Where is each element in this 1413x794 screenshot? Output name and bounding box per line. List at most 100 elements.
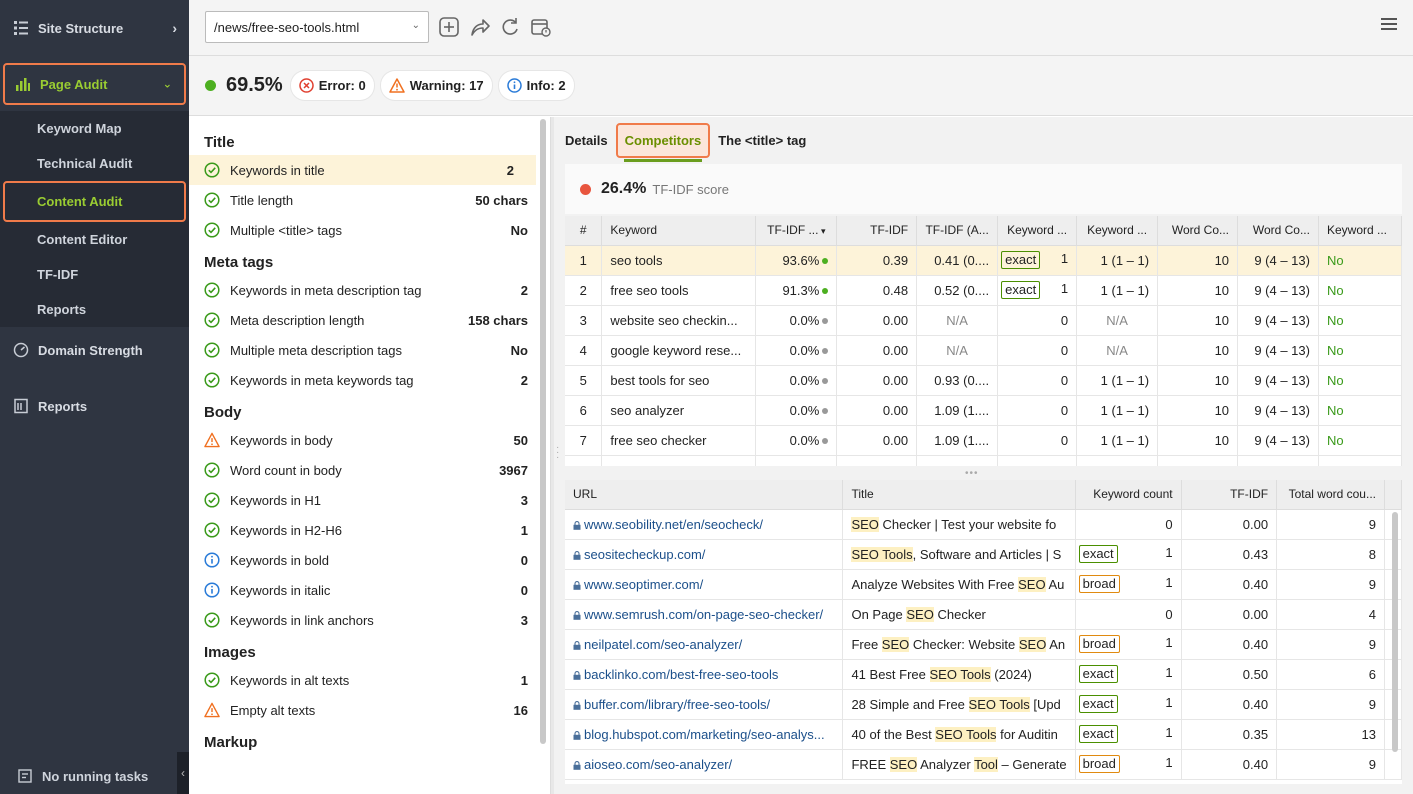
add-page-icon[interactable]	[438, 16, 460, 38]
audit-factor-row[interactable]: Keywords in body 50	[189, 425, 550, 455]
audit-factor-row[interactable]: Empty alt texts 16	[189, 695, 550, 725]
competitors-column-header[interactable]: TF-IDF	[1181, 480, 1278, 510]
sidebar-item-keyword-map[interactable]: Keyword Map	[0, 111, 189, 146]
audit-factor-row[interactable]: Meta description length 158 chars	[189, 305, 550, 335]
keywords-column-header[interactable]: Keyword ...	[1076, 216, 1159, 246]
keywords-column-header[interactable]: TF-IDF ... ▾	[755, 216, 838, 246]
left-scrollbar[interactable]	[540, 119, 546, 744]
competitors-column-header[interactable]: Title	[842, 480, 1076, 510]
sidebar-site-structure[interactable]: Site Structure ›	[0, 0, 189, 56]
url-select[interactable]: /news/free-seo-tools.html ⌄	[205, 11, 429, 43]
audit-factor-row[interactable]: Keywords in meta keywords tag 2	[189, 365, 550, 395]
audit-factor-row[interactable]: Keywords in link anchors 3	[189, 605, 550, 635]
schedule-icon[interactable]	[530, 16, 552, 38]
menu-icon[interactable]	[1381, 18, 1397, 32]
error-badge[interactable]: Error: 0	[290, 71, 374, 100]
competitor-url-link[interactable]: www.semrush.com/on-page-seo-checker/	[584, 606, 824, 622]
audit-factor-row[interactable]: Word count in body 3967	[189, 455, 550, 485]
keyword-row[interactable]	[565, 455, 1402, 466]
competitor-url-cell[interactable]: blog.hubspot.com/marketing/seo-analys...	[565, 719, 844, 750]
competitor-row[interactable]: www.semrush.com/on-page-seo-checker/On P…	[565, 599, 1402, 630]
audit-factor-row[interactable]: Keywords in bold 0	[189, 545, 550, 575]
tab-title-tag[interactable]: The <title> tag	[718, 132, 807, 148]
competitor-row[interactable]: backlinko.com/best-free-seo-tools 41 Best…	[565, 659, 1402, 690]
competitor-url-cell[interactable]: backlinko.com/best-free-seo-tools	[565, 659, 844, 690]
competitor-url-link[interactable]: backlinko.com/best-free-seo-tools	[584, 666, 779, 682]
tab-competitors[interactable]: Competitors	[615, 122, 711, 162]
competitors-column-header[interactable]: URL	[565, 480, 844, 510]
competitor-url-cell[interactable]: neilpatel.com/seo-analyzer/	[565, 629, 844, 660]
sidebar-item-content-audit[interactable]: Content Audit	[3, 181, 186, 222]
competitor-url-cell[interactable]: seositecheckup.com/	[565, 539, 844, 570]
audit-factor-row[interactable]: Multiple <title> tags No	[189, 215, 550, 245]
competitor-url-cell[interactable]: buffer.com/library/free-seo-tools/	[565, 689, 844, 720]
competitor-row[interactable]: blog.hubspot.com/marketing/seo-analys...…	[565, 719, 1402, 750]
info-badge[interactable]: Info: 2	[498, 71, 574, 100]
keyword-row[interactable]: 2 free seo tools 91.3% 0.48 0.52 (0.... exact…	[565, 275, 1402, 306]
resize-grip-icon[interactable]: · · ·	[556, 442, 560, 463]
competitor-row[interactable]: www.seoptimer.com/Analyze Websites With …	[565, 569, 1402, 600]
audit-factor-value: 1	[520, 672, 528, 688]
competitor-url-cell[interactable]: www.seoptimer.com/	[565, 569, 844, 600]
tab-details[interactable]: Details	[565, 132, 608, 148]
competitor-url-link[interactable]: buffer.com/library/free-seo-tools/	[584, 696, 771, 712]
competitor-row[interactable]: aioseo.com/seo-analyzer/FREE SEO Analyze…	[565, 749, 1402, 780]
competitors-scrollbar[interactable]	[1392, 512, 1398, 752]
audit-factor-row[interactable]: Keywords in title 2	[189, 155, 536, 185]
audit-factor-row[interactable]: Keywords in meta description tag 2	[189, 275, 550, 305]
keyword-row[interactable]: 5 best tools for seo 0.0% 0.00 0.93 (0.... 0 1…	[565, 365, 1402, 396]
share-icon[interactable]	[469, 16, 491, 38]
warning-badge[interactable]: Warning: 17	[380, 71, 492, 100]
audit-factor-row[interactable]: Keywords in italic 0	[189, 575, 550, 605]
sidebar-item-technical-audit[interactable]: Technical Audit	[0, 146, 189, 181]
competitor-row[interactable]: neilpatel.com/seo-analyzer/Free SEO Chec…	[565, 629, 1402, 660]
panel-divider[interactable]	[551, 117, 554, 794]
running-tasks-status[interactable]: No running tasks	[0, 758, 189, 794]
keywords-column-header[interactable]: Keyword	[601, 216, 757, 246]
keyword-row[interactable]: 4 google keyword rese... 0.0% 0.00 N/A 0 N/A 10…	[565, 335, 1402, 366]
keywords-column-header[interactable]: Keyword ...	[997, 216, 1078, 246]
sidebar-item-content-editor[interactable]: Content Editor	[0, 222, 189, 257]
status-dot	[822, 258, 829, 265]
competitors-column-header[interactable]: Keyword count	[1075, 480, 1182, 510]
competitor-url-link[interactable]: www.seobility.net/en/seocheck/	[584, 516, 763, 532]
competitor-url-cell[interactable]: aioseo.com/seo-analyzer/	[565, 749, 844, 780]
competitor-url-cell[interactable]: www.semrush.com/on-page-seo-checker/	[565, 599, 844, 630]
sidebar-domain-strength[interactable]: Domain Strength	[0, 322, 189, 378]
audit-factor-row[interactable]: Keywords in alt texts 1	[189, 665, 550, 695]
competitor-url-link[interactable]: aioseo.com/seo-analyzer/	[584, 756, 733, 772]
keyword-row[interactable]: 6 seo analyzer 0.0% 0.00 1.09 (1.... 0 1 (1 – …	[565, 395, 1402, 426]
competitor-url-link[interactable]: www.seoptimer.com/	[584, 576, 704, 592]
competitor-url-link[interactable]: blog.hubspot.com/marketing/seo-analys...	[584, 726, 825, 742]
audit-factor-row[interactable]: Keywords in H1 3	[189, 485, 550, 515]
competitor-row[interactable]: seositecheckup.com/SEO Tools, Software a…	[565, 539, 1402, 570]
word-count-cell: 10	[1157, 305, 1239, 336]
keywords-column-header[interactable]: Keyword ...	[1318, 216, 1402, 246]
keywords-column-header[interactable]: TF-IDF	[836, 216, 918, 246]
audit-factor-row[interactable]: Title length 50 chars	[189, 185, 550, 215]
sidebar-page-audit[interactable]: Page Audit ⌄	[3, 63, 186, 105]
sidebar-item-reports-sub[interactable]: Reports	[0, 292, 189, 327]
keywords-column-header[interactable]: TF-IDF (A...	[916, 216, 999, 246]
keyword-row[interactable]: 1 seo tools 93.6% 0.39 0.41 (0.... exact 1 1 (1…	[565, 245, 1402, 276]
reports-label: Reports	[38, 398, 88, 414]
resize-handle-icon[interactable]: •••	[965, 468, 979, 479]
competitor-url-link[interactable]: seositecheckup.com/	[584, 546, 706, 562]
competitor-url-link[interactable]: neilpatel.com/seo-analyzer/	[584, 636, 743, 652]
competitor-row[interactable]: buffer.com/library/free-seo-tools/28 Sim…	[565, 689, 1402, 720]
collapse-sidebar-button[interactable]: ‹	[177, 752, 189, 794]
keyword-row[interactable]: 7 free seo checker 0.0% 0.00 1.09 (1.... 0 1 (…	[565, 425, 1402, 456]
keywords-column-header[interactable]: #	[565, 216, 603, 246]
audit-factor-row[interactable]: Keywords in H2-H6 1	[189, 515, 550, 545]
keywords-column-header[interactable]: Word Co...	[1237, 216, 1319, 246]
competitors-column-header[interactable]: Total word cou...	[1276, 480, 1385, 510]
refresh-icon[interactable]	[499, 16, 521, 38]
sidebar-reports[interactable]: Reports	[0, 378, 189, 434]
keyword-row[interactable]: 3 website seo checkin... 0.0% 0.00 N/A 0 N/A 10…	[565, 305, 1402, 336]
competitor-url-cell[interactable]: www.seobility.net/en/seocheck/	[565, 509, 844, 540]
row-number: 5	[565, 365, 603, 396]
audit-factor-row[interactable]: Multiple meta description tags No	[189, 335, 550, 365]
keywords-column-header[interactable]: Word Co...	[1157, 216, 1239, 246]
sidebar-item-tf-idf[interactable]: TF-IDF	[0, 257, 189, 292]
competitor-row[interactable]: www.seobility.net/en/seocheck/SEO Checke…	[565, 509, 1402, 540]
